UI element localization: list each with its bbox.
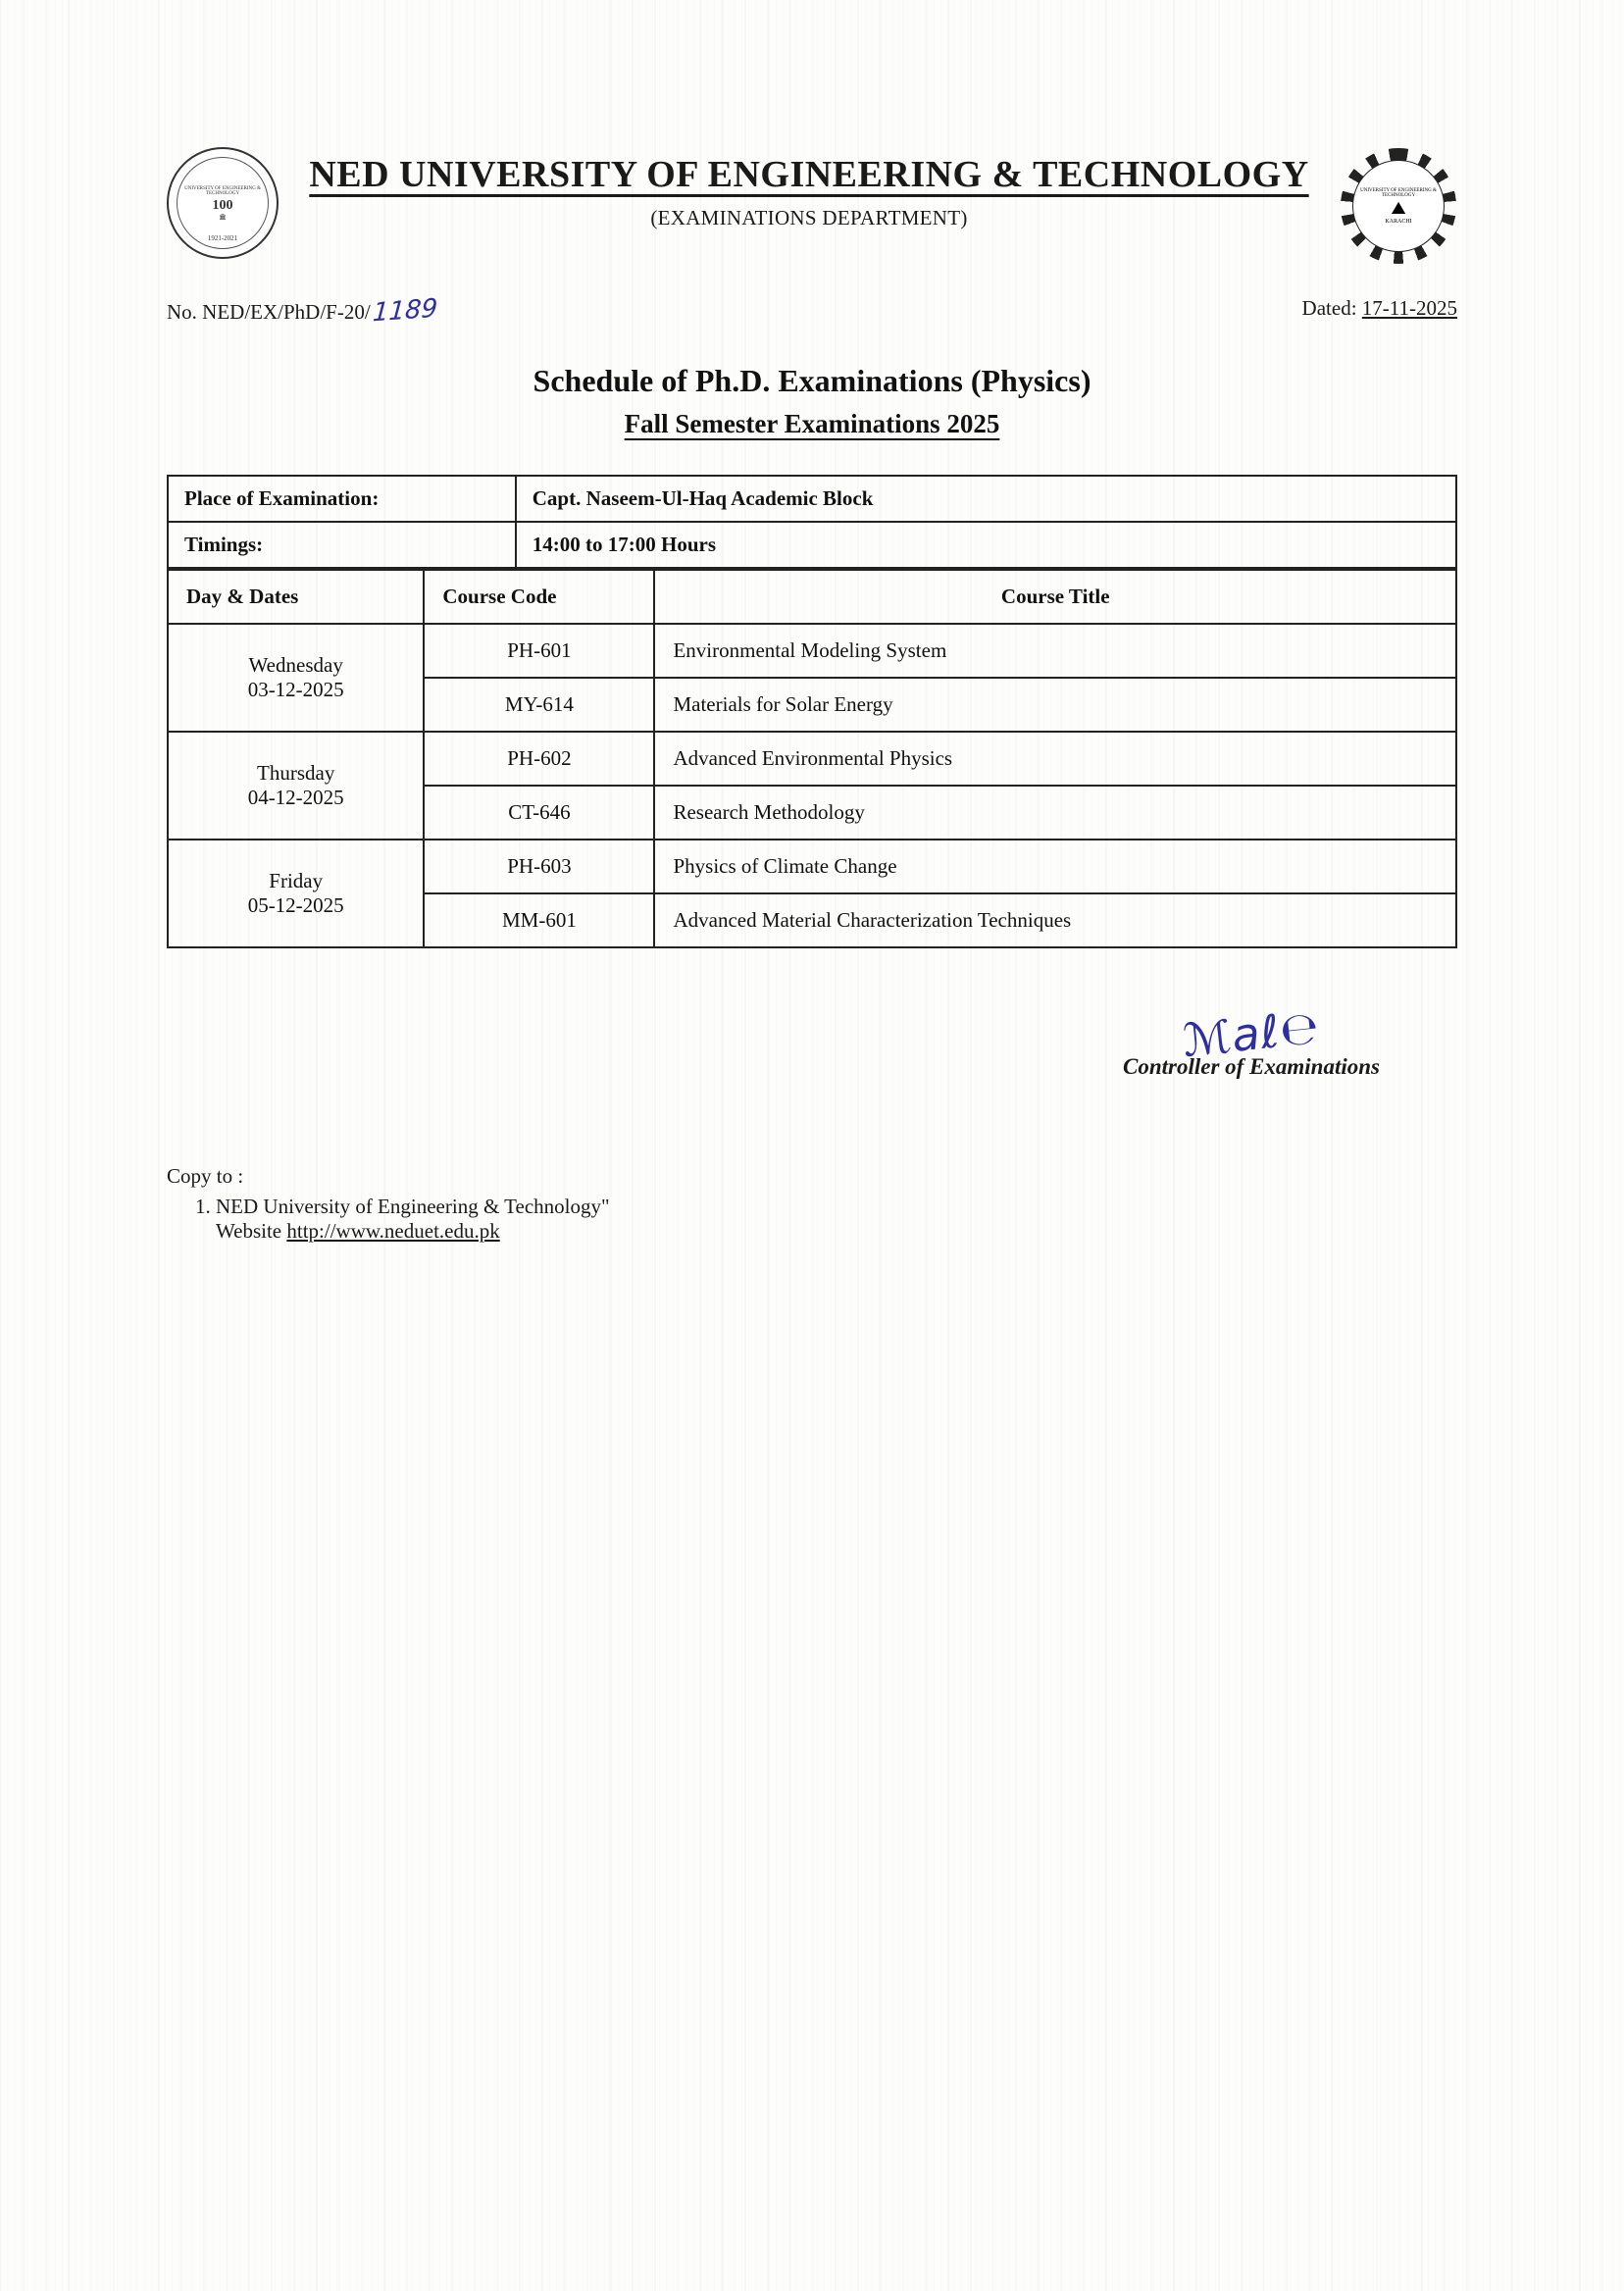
copy-to-title: Copy to :: [167, 1164, 1457, 1189]
course-code-cell-0-0: PH-601: [424, 624, 654, 678]
dated-block: Dated: 17-11-2025: [1302, 296, 1457, 326]
reference-label: No. NED/EX/PhD/F-20/: [167, 300, 371, 324]
university-seal-right: UNIVERSITY OF ENGINEERING & TECHNOLOGY ⛰…: [1340, 147, 1457, 265]
seal-left-years: 1921-2021: [208, 234, 237, 242]
seal-left-inner: UNIVERSITY OF ENGINEERING & TECHNOLOGY 1…: [177, 157, 269, 249]
course-code-cell-1-0: PH-602: [424, 732, 654, 786]
course-title-cell-1-0: Advanced Environmental Physics: [654, 732, 1456, 786]
course-code-cell-2-0: PH-603: [424, 840, 654, 893]
timings-value-cell: 14:00 to 17:00 Hours: [516, 522, 1456, 568]
copy-to-section: Copy to : NED University of Engineering …: [167, 1164, 1457, 1244]
gear-outline: UNIVERSITY OF ENGINEERING & TECHNOLOGY ⛰…: [1341, 148, 1456, 264]
university-title: NED UNIVERSITY OF ENGINEERING & TECHNOLO…: [279, 153, 1340, 196]
day-date-cell-2: Friday 05-12-2025: [168, 840, 424, 947]
signature-wrap: ℳaℓ℮‌ Controller of Examinations: [1045, 1007, 1457, 1154]
course-code-cell-2-1: MM-601: [424, 893, 654, 947]
signature-block: ℳaℓ℮‌ Controller of Examinations: [167, 1007, 1457, 1154]
seal-right-ring-text: UNIVERSITY OF ENGINEERING & TECHNOLOGY: [1353, 188, 1444, 198]
dated-value: 17-11-2025: [1362, 296, 1457, 320]
main-title: Schedule of Ph.D. Examinations (Physics): [167, 363, 1457, 399]
schedule-row-0-0: Wednesday 03-12-2025 PH-601 Environmental M…: [168, 624, 1456, 678]
seal-right-mountain-icon: ⛰: [1391, 198, 1405, 219]
reference-number-block: No. NED/EX/PhD/F-20/1189: [167, 296, 437, 326]
department-subtitle: (EXAMINATIONS DEPARTMENT): [279, 206, 1340, 230]
reference-handwritten-number: 1189: [372, 294, 438, 329]
course-code-cell-0-1: MY-614: [424, 678, 654, 732]
document-header: UNIVERSITY OF ENGINEERING & TECHNOLOGY 1…: [167, 147, 1457, 265]
header-title-block: NED UNIVERSITY OF ENGINEERING & TECHNOLO…: [279, 147, 1340, 230]
place-row: Place of Examination: Capt. Naseem-Ul-Ha…: [168, 476, 1456, 522]
header-day-dates: Day & Dates: [168, 570, 424, 624]
seal-left-icon-label: 🏛: [219, 214, 227, 221]
schedule-row-1-0: Thursday 04-12-2025 PH-602 Advanced Environ…: [168, 732, 1456, 786]
header-course-title: Course Title: [654, 570, 1456, 624]
timings-row: Timings: 14:00 to 17:00 Hours: [168, 522, 1456, 568]
website-link[interactable]: http://www.neduet.edu.pk: [286, 1219, 499, 1243]
gear-inner: UNIVERSITY OF ENGINEERING & TECHNOLOGY ⛰…: [1352, 160, 1445, 252]
dated-label: Dated:: [1302, 296, 1357, 320]
seal-right-city-label: KARACHI: [1385, 219, 1411, 225]
seal-left-ring-text: UNIVERSITY OF ENGINEERING & TECHNOLOGY: [178, 186, 268, 196]
day-date-cell-0: Wednesday 03-12-2025: [168, 624, 424, 732]
place-value-cell: Capt. Naseem-Ul-Haq Academic Block: [516, 476, 1456, 522]
header-course-code: Course Code: [424, 570, 654, 624]
schedule-table: Day & Dates Course Code Course Title Wed…: [167, 569, 1457, 948]
website-label: Website: [216, 1219, 281, 1243]
schedule-body: Wednesday 03-12-2025 PH-601 Environmental M…: [168, 624, 1456, 947]
sub-title: Fall Semester Examinations 2025: [625, 409, 1000, 439]
exam-info-table: Place of Examination: Capt. Naseem-Ul-Ha…: [167, 475, 1457, 569]
document-page: UNIVERSITY OF ENGINEERING & TECHNOLOGY 1…: [0, 0, 1624, 2291]
schedule-row-2-0: Friday 05-12-2025 PH-603 Physics of Climate…: [168, 840, 1456, 893]
course-title-cell-1-1: Research Methodology: [654, 786, 1456, 840]
university-seal-left: UNIVERSITY OF ENGINEERING & TECHNOLOGY 1…: [167, 147, 279, 259]
seal-left-center-number: 100: [213, 198, 233, 214]
course-title-cell-0-1: Materials for Solar Energy: [654, 678, 1456, 732]
course-title-cell-0-0: Environmental Modeling System: [654, 624, 1456, 678]
place-label-cell: Place of Examination:: [168, 476, 516, 522]
course-title-cell-2-1: Advanced Material Characterization Techn…: [654, 893, 1456, 947]
copy-to-item-0: NED University of Engineering & Technolo…: [216, 1195, 1457, 1244]
timings-label-cell: Timings:: [168, 522, 516, 568]
course-code-cell-1-1: CT-646: [424, 786, 654, 840]
reference-row: No. NED/EX/PhD/F-20/1189 Dated: 17-11-20…: [167, 296, 1457, 326]
day-date-cell-1: Thursday 04-12-2025: [168, 732, 424, 840]
title-block: Schedule of Ph.D. Examinations (Physics)…: [167, 363, 1457, 439]
course-title-cell-2-0: Physics of Climate Change: [654, 840, 1456, 893]
copy-to-list: NED University of Engineering & Technolo…: [167, 1195, 1457, 1244]
